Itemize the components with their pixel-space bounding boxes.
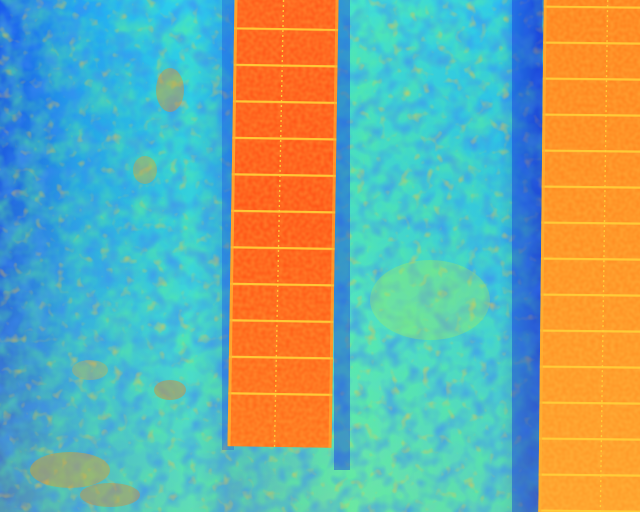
solar-panel-right: [538, 0, 640, 512]
warm-ground-patches: [30, 68, 490, 507]
solar-panel-left: [227, 0, 339, 448]
